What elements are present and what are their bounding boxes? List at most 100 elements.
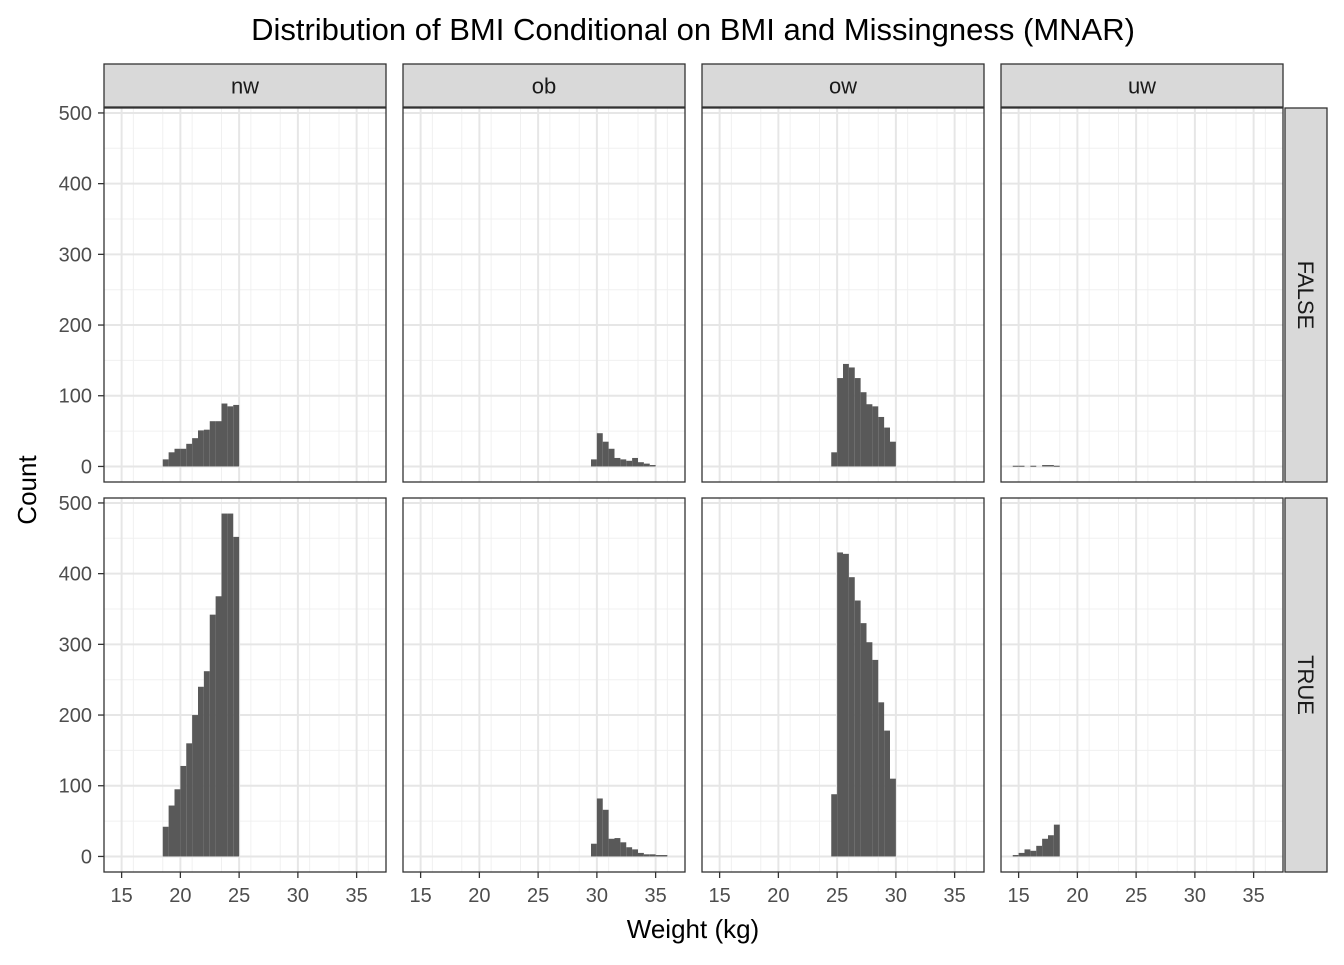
chart-title: Distribution of BMI Conditional on BMI a… — [251, 12, 1135, 47]
histogram-panel-nw-TRUE — [162, 513, 240, 857]
histogram-bar — [1030, 850, 1037, 857]
histogram-bar — [596, 798, 603, 857]
histogram-bar — [632, 849, 638, 857]
x-tick-label: 30 — [287, 885, 309, 907]
y-tick-label: 0 — [81, 846, 92, 868]
histogram-panel-nw-FALSE — [162, 403, 240, 467]
histogram-bar — [620, 842, 627, 857]
histogram-bar — [1053, 465, 1060, 467]
x-tick-label: 15 — [709, 885, 731, 907]
histogram-bar — [614, 457, 621, 467]
y-axis-label: Count — [12, 455, 42, 525]
histogram-bar — [174, 789, 181, 857]
histogram-bar — [848, 577, 855, 857]
histogram-bar — [1012, 465, 1019, 467]
histogram-panel-uw-TRUE — [1012, 824, 1060, 857]
histogram-bar — [602, 809, 609, 857]
histogram-bar — [1048, 835, 1054, 857]
y-tick-label: 200 — [59, 315, 92, 337]
histogram-bar — [186, 443, 193, 467]
panel-background — [403, 108, 685, 482]
column-strip-ob — [402, 63, 686, 108]
histogram-bar — [1048, 465, 1054, 467]
panel-border — [701, 497, 985, 873]
histogram-bar — [174, 448, 181, 467]
histogram-bar — [233, 404, 240, 467]
panel-background — [403, 498, 685, 872]
panel-border — [103, 107, 387, 483]
histogram-bar — [1030, 465, 1037, 467]
histogram-bar — [227, 406, 234, 467]
x-tick-label: 20 — [468, 885, 490, 907]
y-tick-label: 100 — [59, 776, 92, 798]
histogram-bar — [608, 838, 615, 857]
y-tick-label: 400 — [59, 564, 92, 586]
x-tick-label: 25 — [527, 885, 549, 907]
column-strip-label: ob — [532, 74, 556, 99]
histogram-bar — [215, 421, 222, 467]
histogram-bar — [643, 463, 650, 467]
histogram-bar — [831, 452, 838, 467]
column-strip-ow — [701, 63, 985, 108]
histogram-bar — [221, 403, 228, 467]
histogram-bar — [591, 459, 597, 467]
histogram-panel-ow-FALSE — [831, 363, 896, 467]
histogram-bar — [655, 855, 662, 857]
x-tick-label: 20 — [767, 885, 789, 907]
histogram-bar — [1036, 845, 1043, 857]
histogram-bar — [1042, 838, 1048, 857]
histogram-bar — [860, 623, 867, 857]
histogram-bar — [837, 378, 843, 467]
x-tick-label: 30 — [586, 885, 608, 907]
histogram-bar — [215, 596, 222, 857]
y-tick-label: 500 — [59, 103, 92, 125]
histogram-bar — [884, 730, 890, 857]
histogram-bar — [192, 715, 198, 857]
histogram-bar — [884, 427, 890, 467]
histogram-bar — [203, 429, 210, 467]
panel-border — [701, 107, 985, 483]
panel-border — [402, 107, 686, 483]
histogram-panel-ow-TRUE — [831, 552, 896, 857]
x-tick-label: 25 — [826, 885, 848, 907]
histogram-bar — [1042, 465, 1048, 467]
histogram-bar — [843, 363, 849, 467]
histogram-bar — [209, 614, 216, 857]
histogram-bar — [1018, 465, 1025, 467]
histogram-panel-ob-FALSE — [591, 433, 656, 467]
x-tick-label: 15 — [410, 885, 432, 907]
histogram-bar — [878, 702, 885, 857]
histogram-bar — [837, 552, 843, 857]
histogram-bar — [198, 430, 204, 467]
histogram-bar — [186, 743, 193, 857]
histogram-bar — [854, 600, 861, 857]
x-tick-label: 35 — [1243, 885, 1265, 907]
histogram-bar — [638, 462, 644, 467]
x-tick-label: 25 — [1125, 885, 1147, 907]
histogram-bar — [614, 838, 621, 857]
x-tick-label: 20 — [1066, 885, 1088, 907]
histogram-bar — [860, 392, 867, 467]
row-strip-FALSE — [1284, 107, 1328, 483]
panel-border — [402, 497, 686, 873]
histogram-bar — [649, 465, 656, 467]
y-tick-label: 100 — [59, 386, 92, 408]
histogram-bar — [180, 765, 187, 857]
histogram-bar — [227, 513, 234, 857]
x-tick-label: 35 — [944, 885, 966, 907]
x-tick-label: 15 — [111, 885, 133, 907]
histogram-bar — [198, 686, 204, 857]
histogram-bar — [866, 642, 873, 857]
y-tick-label: 300 — [59, 634, 92, 656]
histogram-bar — [638, 852, 644, 857]
row-strip-TRUE — [1284, 497, 1328, 873]
y-tick-label: 0 — [81, 456, 92, 478]
histogram-bar — [192, 438, 198, 467]
histogram-bar — [221, 513, 228, 857]
panel-background — [1001, 108, 1283, 482]
histogram-panel-ob-TRUE — [591, 798, 668, 857]
x-tick-label: 20 — [169, 885, 191, 907]
histogram-bar — [620, 459, 627, 467]
x-tick-label: 25 — [228, 885, 250, 907]
